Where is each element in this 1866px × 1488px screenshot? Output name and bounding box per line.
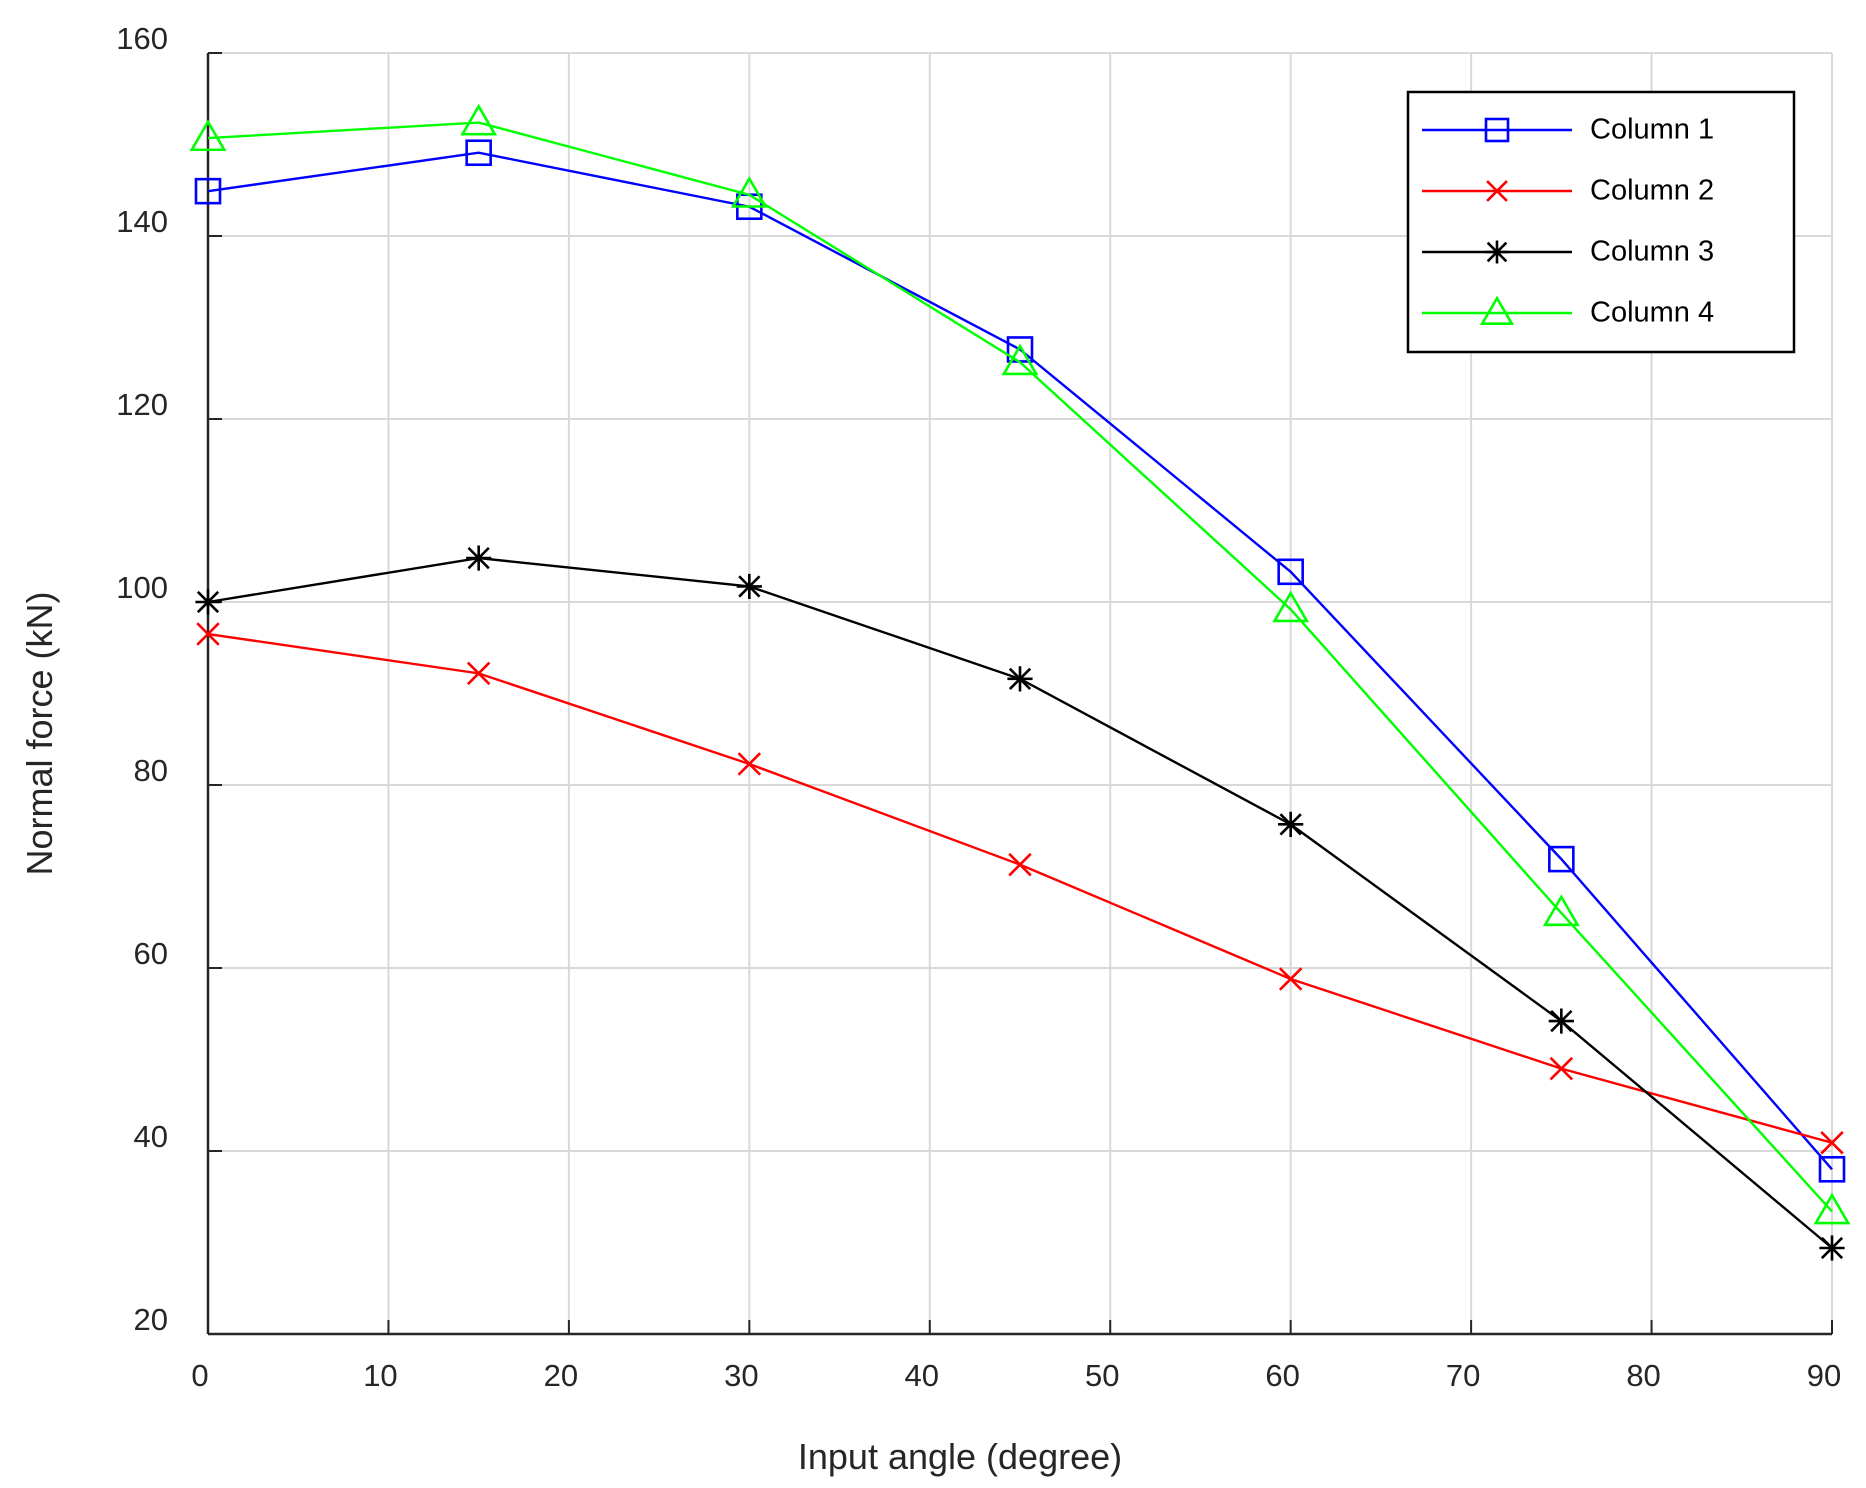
series-line xyxy=(207,151,1833,1171)
y-tick-label: 20 xyxy=(134,1302,168,1337)
data-point xyxy=(1485,240,1509,264)
series-4 xyxy=(189,103,1851,1225)
data-point xyxy=(465,139,492,167)
data-point xyxy=(1549,1056,1574,1081)
x-tick-label: 20 xyxy=(544,1358,578,1393)
data-point xyxy=(195,589,221,615)
x-tick-label: 80 xyxy=(1626,1358,1660,1393)
data-point xyxy=(737,752,762,776)
data-point xyxy=(1548,845,1575,873)
data-point xyxy=(196,622,220,646)
data-point xyxy=(1278,811,1304,837)
legend-entry: Column 3 xyxy=(1422,236,1714,268)
series-2 xyxy=(196,622,1844,1155)
legend-label: Column 1 xyxy=(1590,114,1714,146)
y-tick-label: 60 xyxy=(134,936,168,971)
data-point xyxy=(730,176,768,208)
series-group xyxy=(189,103,1851,1261)
y-axis-title: Normal force (kN) xyxy=(19,591,60,875)
data-point xyxy=(1820,1131,1844,1155)
x-tick-label: 30 xyxy=(724,1358,758,1393)
data-point xyxy=(1818,1156,1846,1183)
x-tick-label: 40 xyxy=(905,1358,939,1393)
y-tick-label: 140 xyxy=(116,204,168,239)
data-point xyxy=(466,545,492,571)
legend: Column 1 Column 2 Column 3 Column 4 xyxy=(1406,90,1796,354)
data-point xyxy=(1479,295,1515,325)
data-point xyxy=(1277,558,1304,586)
data-point xyxy=(1272,590,1310,623)
data-point xyxy=(1819,1235,1845,1261)
x-tick-label: 90 xyxy=(1807,1358,1841,1393)
data-point xyxy=(1813,1192,1851,1225)
y-tick-label: 120 xyxy=(116,387,168,422)
legend-label: Column 4 xyxy=(1590,297,1714,329)
data-point xyxy=(1008,852,1032,877)
data-point xyxy=(1548,1008,1574,1034)
data-point xyxy=(194,177,222,205)
data-point xyxy=(1542,894,1580,927)
y-tick-label: 100 xyxy=(116,570,168,605)
data-point xyxy=(736,573,762,600)
legend-label: Column 2 xyxy=(1590,175,1714,207)
x-tick-label: 70 xyxy=(1446,1358,1480,1393)
legend-label: Column 3 xyxy=(1590,236,1714,268)
data-point xyxy=(189,119,227,152)
legend-entry: Column 2 xyxy=(1422,175,1714,207)
x-tick-label: 50 xyxy=(1085,1358,1119,1393)
y-tick-label: 160 xyxy=(116,21,168,56)
legend-box xyxy=(1406,90,1796,354)
y-tick-label: 80 xyxy=(134,753,168,788)
legend-entry: Column 1 xyxy=(1422,114,1714,146)
legend-entry: Column 4 xyxy=(1422,295,1714,329)
x-tick-label: 60 xyxy=(1265,1358,1299,1393)
data-point xyxy=(1484,117,1510,143)
series-line xyxy=(207,121,1833,1213)
y-tick-labels: 20 40 60 80 100 120 140 160 xyxy=(116,21,168,1337)
series-3 xyxy=(195,545,1845,1261)
x-tick-label: 10 xyxy=(363,1358,397,1393)
data-point xyxy=(1001,343,1039,376)
y-tick-label: 40 xyxy=(134,1119,168,1154)
data-point xyxy=(466,661,491,686)
data-point xyxy=(1007,666,1033,692)
data-point xyxy=(1486,180,1508,202)
x-tick-label: 0 xyxy=(191,1358,208,1393)
x-axis-title: Input angle (degree) xyxy=(798,1436,1122,1477)
x-tick-labels: 0 10 20 30 40 50 60 70 80 90 xyxy=(191,1358,1841,1393)
data-point xyxy=(1278,967,1303,991)
data-point xyxy=(460,103,498,136)
